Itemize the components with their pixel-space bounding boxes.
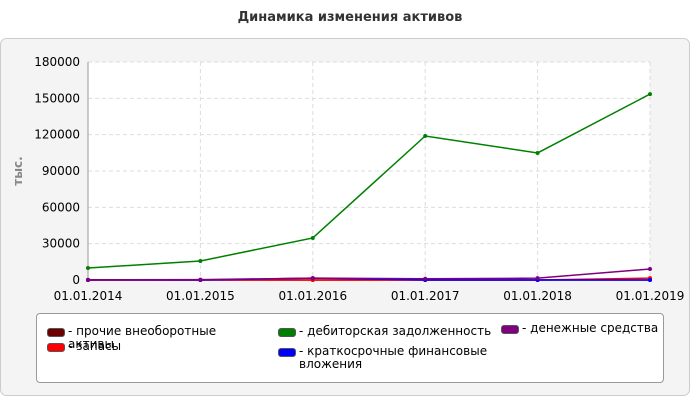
point: [310, 235, 315, 240]
y-axis-label: тыс.: [11, 156, 25, 185]
y-tick-label: 0: [72, 273, 80, 287]
series-line: [87, 93, 651, 269]
point: [198, 258, 203, 263]
legend-swatch: [278, 328, 296, 337]
legend-item: - прочие внеоборотные активы: [47, 325, 262, 351]
legend-swatch: [47, 343, 65, 352]
point: [648, 266, 652, 271]
y-tick-label: 120000: [34, 128, 80, 142]
y-tick-label: 30000: [42, 237, 80, 251]
legend-item: - запасы: [47, 340, 262, 353]
point: [423, 133, 428, 138]
legend-label: - денежные средства: [522, 321, 659, 335]
x-tick-label: 01.01.2015: [166, 289, 235, 303]
chart-title: Динамика изменения активов: [238, 10, 463, 25]
legend-swatch: [501, 325, 519, 334]
legend-label: - дебиторская задолженность: [299, 324, 492, 338]
legend-swatch: [278, 348, 296, 357]
x-tick-label: 01.01.2016: [278, 289, 347, 303]
legend: - прочие внеоборотные активы - запасы - де…: [36, 313, 664, 383]
x-tick-label: 01.01.2019: [616, 289, 685, 303]
x-tick-label: 01.01.2014: [54, 289, 123, 303]
point: [86, 277, 90, 282]
point: [198, 277, 203, 282]
point: [648, 278, 652, 282]
legend-label: - краткосрочные финансовые вложения: [299, 344, 488, 371]
point: [310, 276, 315, 281]
y-tick-label: 180000: [34, 55, 80, 69]
y-tick-label: 60000: [42, 200, 80, 214]
legend-item: - денежные средства: [501, 322, 661, 335]
y-tick-label: 90000: [42, 164, 80, 178]
legend-label: - прочие внеоборотные активы: [68, 324, 217, 351]
x-tick-label: 01.01.2018: [503, 289, 572, 303]
point: [535, 150, 540, 155]
point: [648, 92, 652, 97]
point: [423, 276, 428, 281]
legend-swatch: [47, 328, 65, 337]
x-tick-label: 01.01.2017: [391, 289, 460, 303]
legend-label: - запасы: [68, 339, 122, 353]
legend-item: - краткосрочные финансовые вложения: [278, 345, 493, 371]
y-tick-label: 150000: [34, 91, 80, 105]
point: [86, 266, 90, 271]
legend-item: - дебиторская задолженность: [278, 325, 493, 338]
series-line: [87, 268, 651, 281]
point: [535, 276, 540, 281]
